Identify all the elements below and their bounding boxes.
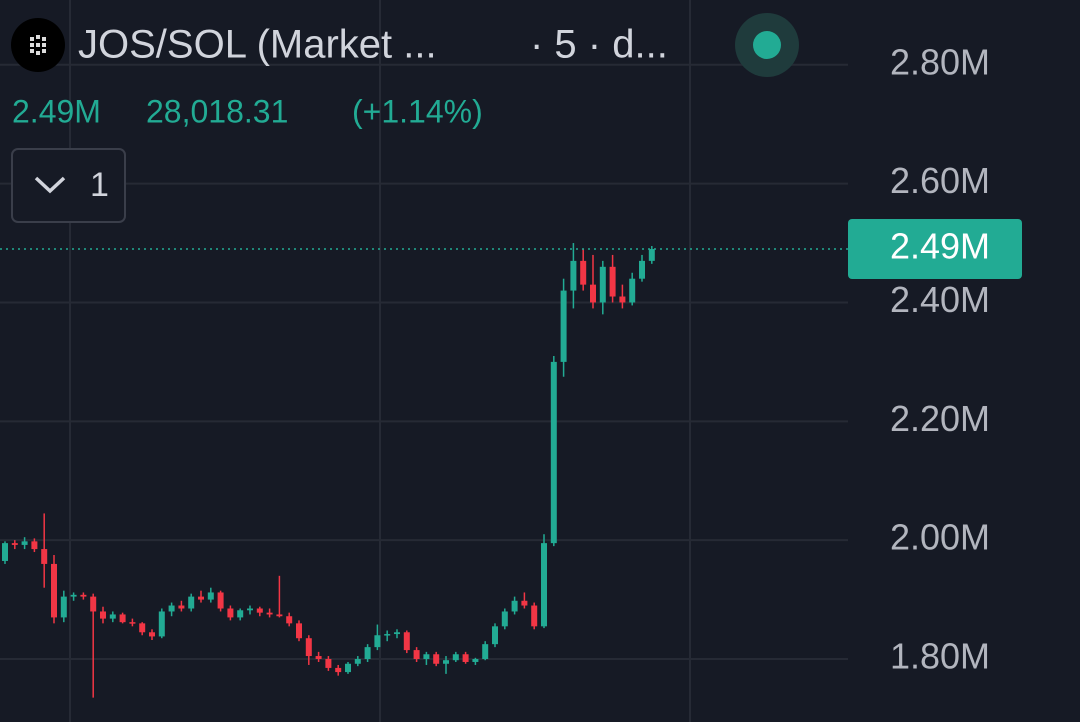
chevron xyxy=(34,176,66,194)
interval[interactable]: · 5 · d... xyxy=(530,23,668,67)
candle-body xyxy=(198,596,204,600)
candle-body xyxy=(364,647,371,660)
candle-body xyxy=(482,644,489,660)
candle-body xyxy=(60,596,67,618)
candle-body xyxy=(266,612,273,615)
candle-body xyxy=(100,611,106,619)
candle-body xyxy=(609,266,616,297)
y-tick-label: 2.40M xyxy=(890,279,990,320)
status-dot[interactable] xyxy=(753,31,781,59)
change-percent: (+1.14%) xyxy=(352,93,483,129)
candle-body xyxy=(354,659,361,664)
candle-body xyxy=(452,654,459,661)
candle-body xyxy=(374,635,381,648)
candle-body xyxy=(119,614,126,623)
candle-body xyxy=(31,541,38,550)
indicator-toggle[interactable] xyxy=(11,148,126,223)
last-price: 2.49M xyxy=(12,93,101,129)
candle-body xyxy=(207,592,214,600)
candle-body xyxy=(315,656,322,660)
candle-body xyxy=(286,616,293,624)
candle-body xyxy=(139,623,146,633)
candle-body xyxy=(325,659,332,668)
candle-body xyxy=(217,592,224,609)
candle-body xyxy=(501,611,508,627)
candle-body xyxy=(570,260,577,291)
candle-body xyxy=(403,632,410,651)
candle-body xyxy=(443,660,449,664)
candle-body xyxy=(90,596,97,612)
candle-body xyxy=(296,623,302,639)
last-price-tag xyxy=(848,218,1022,279)
candle-body xyxy=(433,654,440,664)
candle-body xyxy=(599,266,606,303)
indicator-count: 1 xyxy=(90,166,109,204)
candle-body xyxy=(227,608,234,618)
candle-body xyxy=(80,594,87,597)
candle-body xyxy=(158,611,165,637)
candle-body xyxy=(462,654,469,662)
candle-body xyxy=(256,608,263,613)
candle-body xyxy=(423,654,430,660)
y-tick-label: 1.80M xyxy=(890,636,990,677)
candle-body xyxy=(70,594,77,597)
candle-body xyxy=(629,278,636,303)
y-tick-label: 2.20M xyxy=(890,398,990,439)
candle-body xyxy=(590,284,596,303)
candle-body xyxy=(276,614,283,617)
candle-body xyxy=(472,659,479,662)
chart-title[interactable]: JOS/SOL (Market ... xyxy=(78,23,437,67)
candle-body xyxy=(2,543,8,561)
candle-body xyxy=(521,600,528,606)
candle-body xyxy=(531,605,538,627)
candle-body xyxy=(639,260,645,279)
candle-body xyxy=(11,543,18,545)
candle-body xyxy=(580,260,587,285)
y-tick-label: 2.60M xyxy=(890,160,990,201)
candle-body xyxy=(560,290,567,362)
candle-body xyxy=(149,632,155,637)
candle-body xyxy=(550,361,557,544)
candle-body xyxy=(384,634,391,636)
candle-body xyxy=(511,600,518,612)
candle-body xyxy=(129,622,136,624)
candle-body xyxy=(237,610,244,618)
candle-body xyxy=(188,596,195,609)
candle-body xyxy=(541,543,547,627)
change: 28,018.31 xyxy=(146,93,288,129)
token-logo xyxy=(30,35,46,55)
candle-body xyxy=(305,638,312,657)
candle-body xyxy=(168,605,175,612)
grid xyxy=(0,0,848,722)
candle-body xyxy=(345,663,351,673)
y-tick-label: 2.80M xyxy=(890,41,990,82)
candle-body xyxy=(21,541,28,545)
candle-body xyxy=(51,563,57,618)
plot xyxy=(2,243,655,698)
candle-body xyxy=(648,248,655,261)
candle-body xyxy=(41,549,48,564)
candle-body xyxy=(394,632,400,635)
candle-body xyxy=(109,614,116,619)
candle-body xyxy=(492,626,498,645)
last-price-tag-label: 2.49M xyxy=(890,226,990,267)
candle-body xyxy=(413,650,420,660)
candle-body xyxy=(335,667,342,673)
candle-body xyxy=(178,605,185,609)
candle-body xyxy=(247,608,253,611)
candle-body xyxy=(619,296,626,303)
y-tick-label: 2.00M xyxy=(890,517,990,558)
